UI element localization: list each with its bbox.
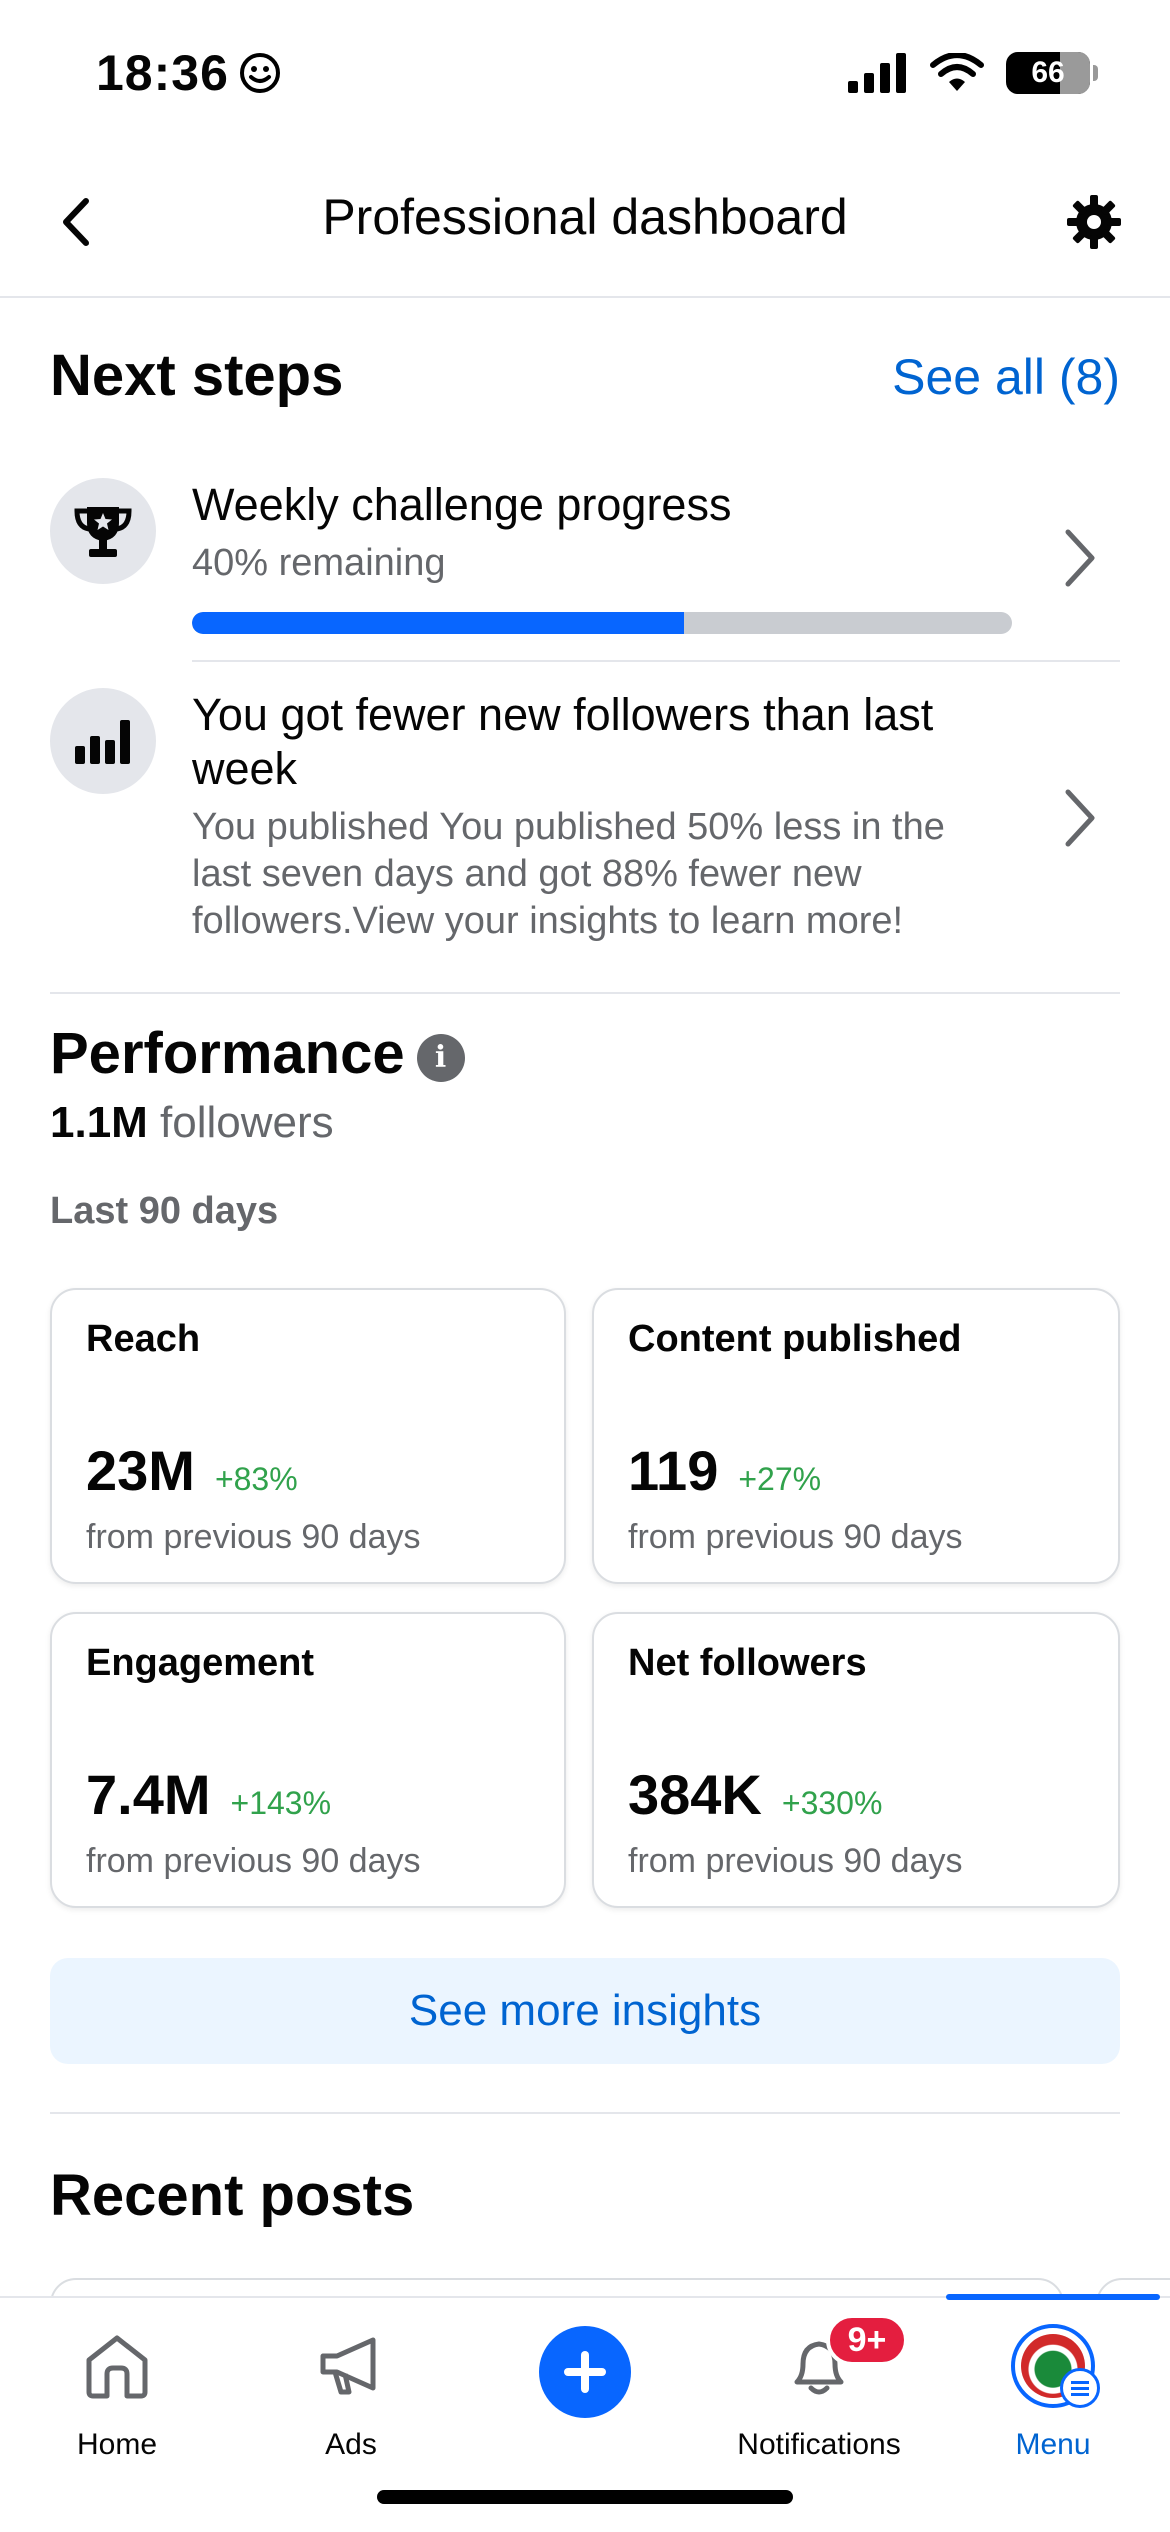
- metric-value-row: 7.4M +143%: [86, 1762, 331, 1827]
- metric-note: from previous 90 days: [628, 1842, 963, 1880]
- step-title: Weekly challenge progress: [192, 479, 732, 530]
- back-arrow-icon: [63, 198, 89, 246]
- nav-create[interactable]: [468, 2298, 702, 2488]
- metric-delta: +83%: [214, 1461, 298, 1497]
- see-all-link[interactable]: See all (8): [892, 349, 1120, 405]
- status-time: 18:36: [96, 44, 281, 102]
- metric-value-row: 119 +27%: [628, 1438, 821, 1503]
- metric-card-reach[interactable]: Reach 23M +83% from previous 90 days: [50, 1288, 566, 1584]
- step-weekly-challenge[interactable]: Weekly challenge progress 40% remaining: [50, 478, 1120, 658]
- metric-note: from previous 90 days: [86, 1518, 421, 1556]
- status-bar: 18:36 66: [0, 0, 1170, 150]
- plus-icon: [539, 2326, 631, 2418]
- followers-count: 1.1M followers: [50, 1098, 334, 1148]
- divider: [50, 2112, 1120, 2114]
- followers-number: 1.1M: [50, 1098, 148, 1147]
- performance-title: Performance i: [50, 1020, 465, 1087]
- step-title: You got fewer new followers than last we…: [192, 689, 934, 794]
- divider: [50, 992, 1120, 994]
- bar-chart-icon: [50, 688, 156, 794]
- metric-value: 23M: [86, 1439, 195, 1502]
- header: Professional dashboard: [0, 150, 1170, 298]
- recent-posts-title: Recent posts: [50, 2163, 415, 2228]
- metric-value: 384K: [628, 1763, 762, 1826]
- nav-home[interactable]: Home: [0, 2298, 234, 2488]
- metric-delta: +143%: [230, 1785, 332, 1821]
- metric-note: from previous 90 days: [628, 1518, 963, 1556]
- nav-label: Home: [76, 2428, 158, 2461]
- metric-value-row: 23M +83%: [86, 1438, 298, 1503]
- page-title: Professional dashboard: [322, 189, 848, 245]
- followers-label: followers: [147, 1098, 334, 1147]
- metric-value: 7.4M: [86, 1763, 211, 1826]
- see-more-insights-button[interactable]: See more insights: [50, 1958, 1120, 2064]
- menu-icon: [1060, 2368, 1100, 2408]
- cellular-signal-icon: [848, 53, 906, 93]
- metric-note: from previous 90 days: [86, 1842, 421, 1880]
- megaphone-icon: [315, 2330, 387, 2407]
- wifi-icon: [930, 53, 984, 91]
- metric-label: Net followers: [628, 1642, 867, 1684]
- notification-badge: 9+: [826, 2314, 908, 2366]
- step-followers-insight[interactable]: You got fewer new followers than last we…: [50, 688, 1120, 948]
- back-button[interactable]: [40, 186, 112, 258]
- info-icon[interactable]: i: [416, 1033, 465, 1082]
- nav-ads[interactable]: Ads: [234, 2298, 468, 2488]
- metric-label: Reach: [86, 1318, 201, 1360]
- metric-label: Engagement: [86, 1642, 315, 1684]
- chevron-right-icon: [1050, 788, 1110, 848]
- metric-card-engagement[interactable]: Engagement 7.4M +143% from previous 90 d…: [50, 1612, 566, 1908]
- nav-menu[interactable]: Menu: [936, 2298, 1170, 2488]
- step-subtitle: 40% remaining: [192, 542, 446, 584]
- battery-icon: 66: [1006, 52, 1098, 94]
- performance-title-text: Performance: [50, 1021, 405, 1086]
- progress-fill: [192, 612, 684, 634]
- settings-button[interactable]: [1058, 186, 1130, 258]
- bell-icon: [783, 2330, 855, 2407]
- step-subtitle: You published You published 50% less in …: [192, 806, 945, 942]
- challenge-progress-bar: [192, 612, 1012, 634]
- metric-card-net-followers[interactable]: Net followers 384K +330% from previous 9…: [592, 1612, 1120, 1908]
- nav-label: Notifications: [737, 2428, 901, 2461]
- metric-label: Content published: [628, 1318, 962, 1360]
- metric-delta: +27%: [738, 1461, 822, 1497]
- chevron-right-icon: [1050, 528, 1110, 588]
- create-button[interactable]: [539, 2326, 631, 2418]
- metric-value-row: 384K +330%: [628, 1762, 882, 1827]
- nav-label: Menu: [1015, 2428, 1091, 2461]
- clock: 18:36: [96, 45, 229, 101]
- trophy-icon: [50, 478, 156, 584]
- gear-icon: [1067, 195, 1121, 249]
- active-tab-indicator: [946, 2294, 1160, 2300]
- home-indicator: [377, 2490, 793, 2504]
- battery-level: 66: [1031, 56, 1065, 89]
- divider: [192, 660, 1120, 662]
- nav-label: Ads: [325, 2428, 377, 2461]
- next-steps-title: Next steps: [50, 343, 344, 408]
- metric-card-content-published[interactable]: Content published 119 +27% from previous…: [592, 1288, 1120, 1584]
- period-label: Last 90 days: [50, 1190, 279, 1232]
- metric-value: 119: [628, 1439, 719, 1502]
- home-icon: [81, 2330, 153, 2407]
- metric-delta: +330%: [781, 1785, 883, 1821]
- smiley-icon: [239, 53, 280, 93]
- nav-notifications[interactable]: Notifications: [702, 2298, 936, 2488]
- status-icons: 66: [848, 52, 1098, 94]
